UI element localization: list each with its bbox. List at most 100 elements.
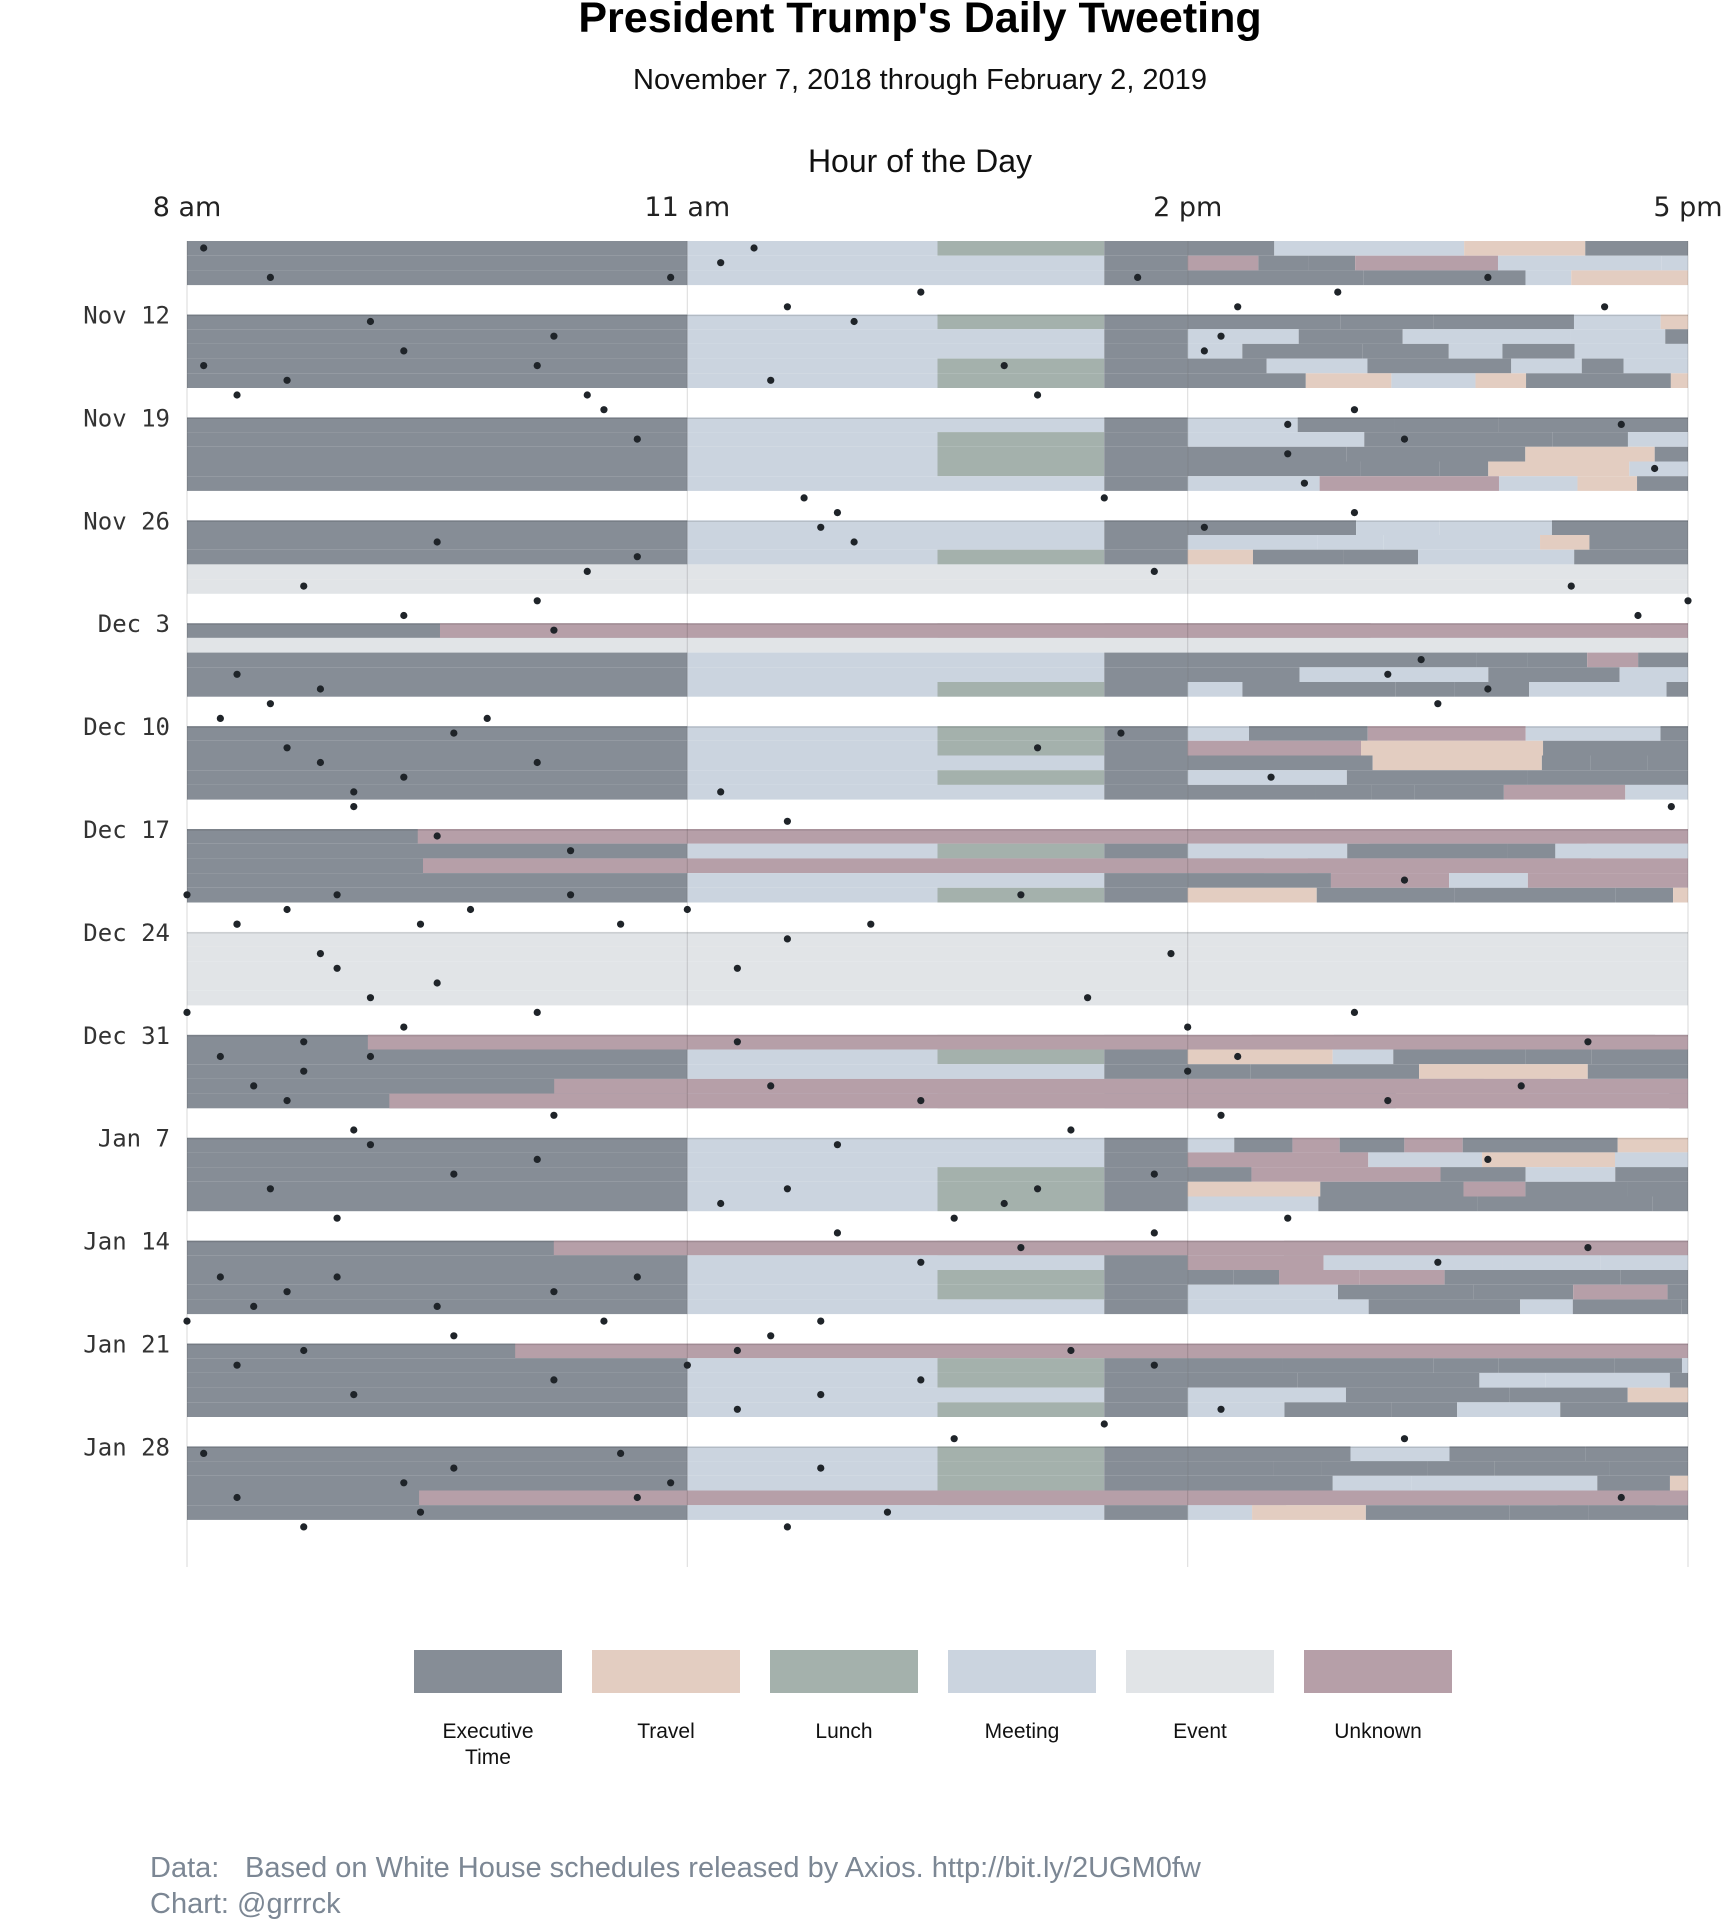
schedule-block (1187, 358, 1267, 374)
y-tick-label: Nov 26 (83, 507, 170, 535)
tweet-dot (350, 803, 358, 811)
schedule-block (1498, 476, 1578, 491)
tweet-dot (233, 1493, 241, 1502)
schedule-block (1187, 1402, 1285, 1417)
schedule-block (1615, 887, 1674, 903)
tweet-dot (533, 1155, 541, 1163)
schedule-block (1187, 726, 1250, 741)
tweet-dot (216, 1052, 224, 1061)
executive-time-block (1104, 1167, 1188, 1182)
schedule-block (1543, 740, 1668, 756)
lunch-block (937, 755, 1105, 771)
tweet-dot (283, 1288, 291, 1296)
executive-time-block (187, 1167, 688, 1182)
schedule-block (1332, 1475, 1412, 1491)
executive-time-block (1104, 358, 1188, 374)
schedule-block (1503, 784, 1626, 800)
schedule-block (1187, 887, 1317, 903)
executive-time-block (187, 784, 688, 800)
executive-time-block (1104, 314, 1188, 330)
tweet-dot (566, 891, 575, 899)
lunch-block (937, 373, 1105, 388)
executive-time-block (187, 1446, 688, 1462)
schedule-block (1365, 1505, 1510, 1520)
tweet-dot (483, 714, 491, 723)
executive-time-block (187, 652, 688, 668)
tweet-dot (817, 523, 825, 531)
lunch-block (937, 1446, 1105, 1462)
meeting-block (687, 1358, 938, 1373)
schedule-block (1187, 549, 1253, 565)
tweet-dot (366, 994, 375, 1002)
meeting-block (687, 652, 938, 668)
schedule-block (1339, 1137, 1405, 1153)
meeting-block (687, 1446, 938, 1462)
tweet-dot (533, 758, 541, 767)
schedule-block (1525, 1181, 1628, 1197)
x-tick-label: 8 am (153, 192, 222, 223)
lunch-block (937, 549, 1105, 565)
tweet-dot (416, 920, 425, 928)
schedule-block (1317, 535, 1384, 550)
tweet-dot (1284, 450, 1292, 458)
schedule-block (1187, 1446, 1351, 1462)
schedule-block (1187, 476, 1320, 491)
schedule-block (1673, 887, 1688, 903)
schedule-block (1660, 726, 1688, 741)
schedule-block (1250, 1064, 1420, 1079)
lunch-block (937, 1387, 1105, 1403)
executive-time-block (187, 1064, 688, 1079)
tweet-dot (550, 1288, 558, 1296)
tweet-dot (1134, 273, 1142, 281)
tweet-dot (433, 538, 441, 546)
schedule-block (1187, 1461, 1274, 1476)
schedule-block (1619, 667, 1688, 682)
executive-time-block (187, 1461, 688, 1476)
executive-time-block (187, 432, 688, 447)
executive-time-block (1104, 432, 1188, 447)
lunch-block (937, 314, 1105, 330)
executive-time-block (1104, 1284, 1188, 1300)
chart-credit-label: Chart: (150, 1888, 229, 1920)
executive-time-block (187, 1372, 688, 1388)
tweet-dot (817, 1391, 825, 1399)
schedule-block (1589, 535, 1688, 550)
legend-swatch-executive-time (414, 1650, 562, 1693)
tweet-dot (233, 920, 241, 928)
executive-time-block (187, 755, 688, 771)
lunch-block (937, 1284, 1105, 1300)
schedule-block (1316, 887, 1455, 903)
tweet-dot (917, 1376, 925, 1384)
schedule-block (1308, 255, 1356, 271)
unknown-block (419, 1490, 1688, 1506)
tweet-dot (717, 788, 725, 796)
executive-time-block (1104, 1152, 1188, 1168)
executive-time-block (187, 740, 688, 756)
executive-time-block (1104, 535, 1188, 550)
schedule-block (1242, 343, 1363, 359)
tweet-dot (683, 905, 691, 914)
meeting-block (687, 1196, 938, 1212)
tweet-dot (1217, 1111, 1225, 1119)
tweet-dot (1150, 1229, 1158, 1237)
tweet-dot (1584, 1244, 1592, 1252)
schedule-block (1251, 1167, 1441, 1182)
schedule-block (1427, 1461, 1495, 1476)
schedule-block (1187, 1137, 1235, 1153)
schedule-block (1346, 446, 1526, 462)
tweet-dot (183, 891, 191, 899)
tweet-dot (1067, 1346, 1075, 1355)
meeting-block (687, 1167, 938, 1182)
schedule-block (1507, 843, 1556, 859)
schedule-block (1395, 682, 1455, 697)
y-tick-label: Nov 19 (83, 404, 170, 432)
schedule-block (1590, 755, 1648, 771)
schedule-block (1187, 1505, 1253, 1520)
schedule-block (1187, 1387, 1346, 1403)
schedule-block (1391, 373, 1476, 388)
executive-time-block (187, 667, 688, 682)
tweet-dot (200, 362, 208, 370)
tweet-dot (600, 1317, 608, 1325)
executive-time-block (187, 358, 688, 374)
meeting-block (687, 373, 938, 388)
